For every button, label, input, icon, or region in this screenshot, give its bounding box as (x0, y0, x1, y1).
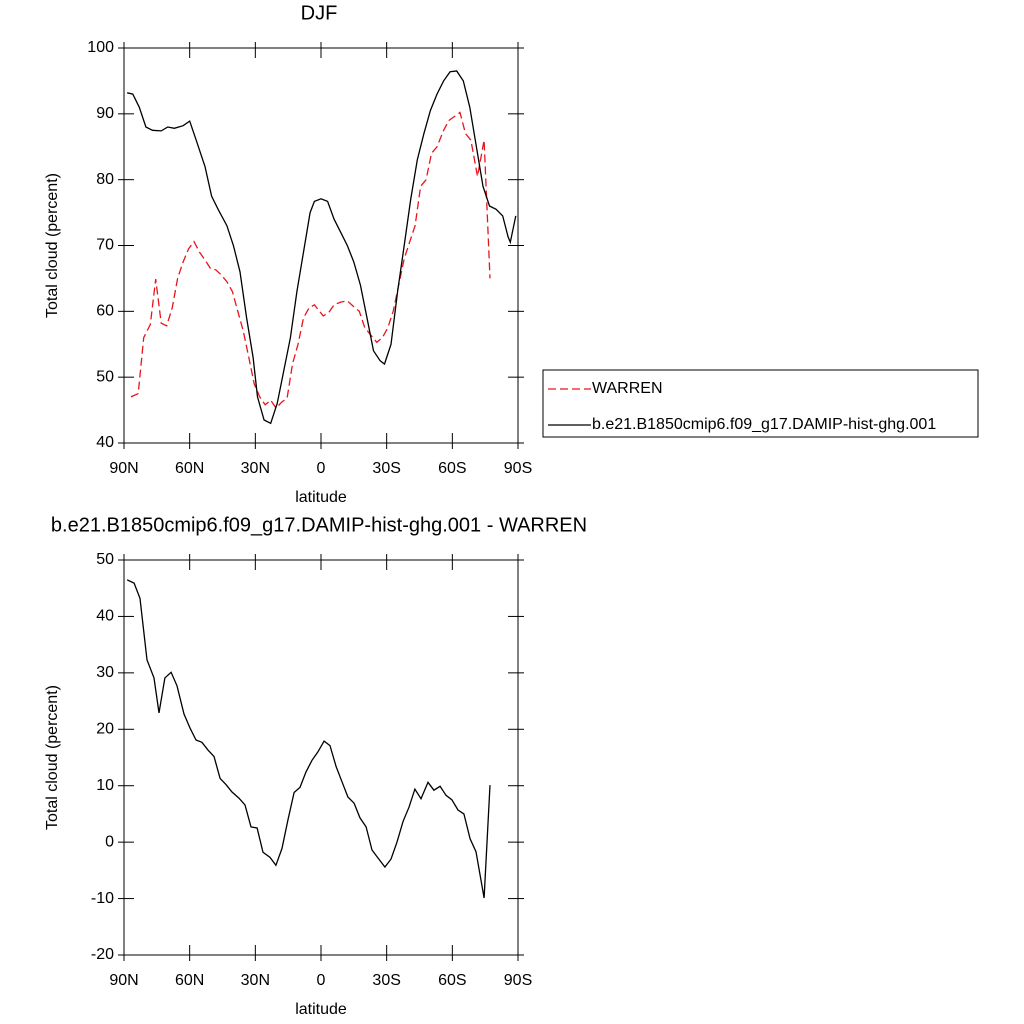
x-tick-label: 60S (438, 460, 466, 477)
legend-label: b.e21.B1850cmip6.f09_g17.DAMIP-hist-ghg.… (592, 416, 936, 433)
x-tick-label: 30S (372, 460, 400, 477)
y-tick-label: 50 (96, 551, 114, 568)
y-tick-label: 20 (96, 721, 114, 738)
y-tick-label: 100 (87, 39, 114, 56)
y-tick-label: 0 (105, 833, 114, 850)
x-tick-label: 60N (175, 972, 204, 989)
y-tick-label: 50 (96, 368, 114, 385)
legend-label: WARREN (592, 380, 663, 397)
y-tick-label: 40 (96, 608, 114, 625)
data-line (126, 70, 517, 425)
y-tick-label: -10 (91, 890, 114, 907)
data-line (130, 111, 491, 410)
y-tick-label: 10 (96, 777, 114, 794)
x-axis-label: latitude (295, 1001, 347, 1018)
x-tick-label: 90N (109, 972, 138, 989)
y-tick-label: 80 (96, 171, 114, 188)
y-tick-label: 60 (96, 303, 114, 320)
data-line (126, 579, 491, 899)
y-tick-label: 40 (96, 434, 114, 451)
x-tick-label: 90S (504, 460, 532, 477)
x-tick-label: 30N (241, 972, 270, 989)
y-tick-label: 90 (96, 105, 114, 122)
y-tick-label: -20 (91, 946, 114, 963)
x-tick-label: 90S (504, 972, 532, 989)
plot-frame (123, 559, 519, 956)
y-axis-label: Total cloud (percent) (44, 685, 61, 830)
x-axis-label: latitude (295, 489, 347, 506)
x-tick-label: 90N (109, 460, 138, 477)
y-axis-label: Total cloud (percent) (44, 173, 61, 318)
y-tick-label: 30 (96, 664, 114, 681)
x-tick-label: 30N (241, 460, 270, 477)
chart-title: DJF (301, 2, 338, 24)
legend-box (542, 369, 979, 438)
x-tick-label: 30S (372, 972, 400, 989)
x-tick-label: 0 (317, 972, 326, 989)
x-tick-label: 60N (175, 460, 204, 477)
x-tick-label: 0 (317, 460, 326, 477)
y-tick-label: 70 (96, 237, 114, 254)
chart-title: b.e21.B1850cmip6.f09_g17.DAMIP-hist-ghg.… (51, 514, 587, 536)
x-tick-label: 60S (438, 972, 466, 989)
plot-frame (123, 47, 519, 444)
